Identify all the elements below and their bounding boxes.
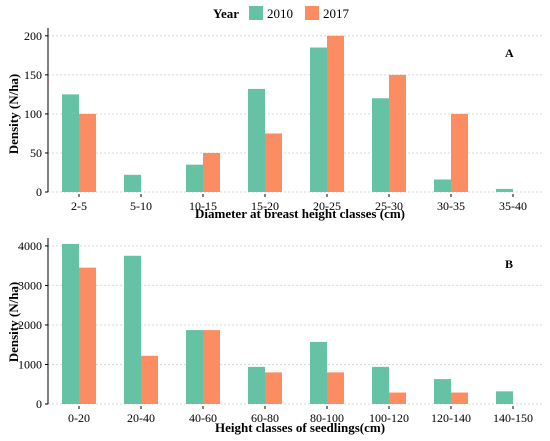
panel-label-b: B [505,257,513,271]
bar-2010-20-40 [124,255,141,404]
x-tick-label: 20-25 [313,199,341,213]
legend-title: Year [213,6,239,21]
bar-2010-5-10 [124,174,141,192]
bar-2010-60-80 [248,366,265,404]
bar-2010-0-20 [62,243,79,404]
x-tick-label: 140-150 [493,411,533,425]
legend-label-2010: 2010 [267,6,293,21]
bar-2017-10-15 [203,152,220,192]
x-tick-label: 15-20 [251,199,279,213]
bar-2017-30-35 [451,113,468,192]
x-tick-label: 35-40 [499,199,527,213]
y-tick-label: 150 [24,68,42,82]
y-tick-label: 200 [24,29,42,43]
y-tick-label: 3000 [18,278,42,292]
bar-2010-10-15 [186,164,203,192]
legend-swatch-2017 [305,6,319,20]
bar-2010-2-5 [62,94,79,192]
bar-2010-80-100 [310,341,327,404]
x-tick-label: 30-35 [437,199,465,213]
legend: Year 2010 2017 [213,6,350,21]
bar-2010-20-25 [310,47,327,193]
x-tick-label: 25-30 [375,199,403,213]
panel-label-a: A [505,46,514,60]
bar-2017-2-5 [79,113,96,192]
x-tick-label: 60-80 [251,411,279,425]
y-tick-label: 100 [24,107,42,121]
bar-2010-15-20 [248,88,265,192]
y-tick-label: 50 [30,146,42,160]
panel-b: 0 1000 2000 3000 4000 0-20 20-40 40-60 60-80 80-1… [6,238,544,435]
bar-2010-120-140 [434,379,451,404]
bar-2010-140-150 [496,391,513,404]
bar-2010-40-60 [186,330,203,404]
y-tick-label: 0 [36,185,42,199]
x-tick-label: 0-20 [68,411,90,425]
bar-2010-100-120 [372,366,389,404]
bar-2017-20-40 [141,355,158,404]
bar-2010-30-35 [434,179,451,192]
panel-a: 0 50 100 150 200 2-5 5-10 10-15 15-20 20-25 25-30 3… [6,28,544,221]
x-axis-title-a: Diameter at breast height classes (cm) [195,206,405,221]
bar-2017-80-100 [327,372,344,404]
x-tick-label: 2-5 [71,199,87,213]
bar-2010-35-40 [496,188,513,192]
x-tick-label: 120-140 [431,411,471,425]
y-axis-title-b: Density (N/ha) [6,282,21,363]
legend-label-2017: 2017 [323,6,350,21]
bar-2017-40-60 [203,330,220,404]
bar-2017-120-140 [451,392,468,404]
bar-2017-25-30 [389,74,406,192]
y-tick-label: 0 [36,397,42,411]
x-axis-title-b: Height classes of seedlings(cm) [215,420,385,435]
bar-2017-100-120 [389,392,406,404]
bar-2017-60-80 [265,372,282,404]
x-tick-label: 80-100 [310,411,344,425]
x-tick-label: 100-120 [369,411,409,425]
bar-2017-20-25 [327,35,344,192]
y-tick-label: 1000 [18,357,42,371]
bar-2010-25-30 [372,98,389,192]
x-tick-label: 5-10 [130,199,152,213]
x-tick-label: 20-40 [127,411,155,425]
x-tick-label: 10-15 [189,199,217,213]
bar-2017-15-20 [265,133,282,192]
bar-2017-0-20 [79,267,96,404]
y-tick-label: 4000 [18,239,42,253]
y-axis-title-a: Density (N/ha) [6,74,21,155]
legend-swatch-2010 [249,6,263,20]
y-tick-label: 2000 [18,318,42,332]
x-tick-label: 40-60 [189,411,217,425]
